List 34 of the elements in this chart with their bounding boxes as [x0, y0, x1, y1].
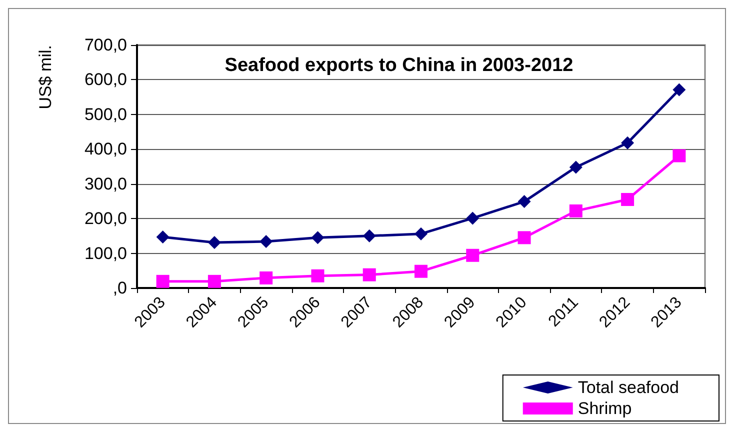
point: [672, 149, 686, 162]
y-tick-label: ,0: [112, 278, 127, 298]
point: [311, 269, 324, 282]
y-tick-label: 300,0: [84, 174, 127, 194]
point: [518, 231, 531, 244]
point: [260, 234, 273, 248]
point: [518, 195, 531, 208]
y-tick-label: 600,0: [84, 70, 127, 90]
point: [208, 274, 221, 288]
legend-label: Shrimp: [578, 399, 632, 418]
point: [466, 248, 480, 262]
y-tick-label: 400,0: [84, 140, 127, 159]
y-tick-label: 200,0: [84, 209, 127, 228]
y-tick-label: 500,0: [84, 104, 127, 124]
point: [156, 230, 170, 244]
point: [621, 136, 634, 150]
point: [156, 274, 170, 288]
point: [621, 192, 634, 206]
point: [569, 160, 582, 174]
point: [311, 231, 324, 244]
y-tick-label: 700,0: [84, 36, 127, 54]
point: [260, 271, 273, 284]
point: [362, 268, 376, 282]
y-axis-title: US$ mil.: [36, 45, 55, 110]
point: [362, 229, 376, 242]
point: [414, 264, 428, 278]
point: [672, 83, 686, 96]
y-tick-label: 100,0: [84, 244, 127, 263]
point: [466, 212, 480, 225]
legend-label: Total seafood: [578, 378, 680, 397]
text: Seafood exports to China in 2003-2012: [224, 55, 574, 76]
point: [208, 236, 221, 250]
point: [414, 227, 428, 240]
point: [569, 204, 582, 218]
